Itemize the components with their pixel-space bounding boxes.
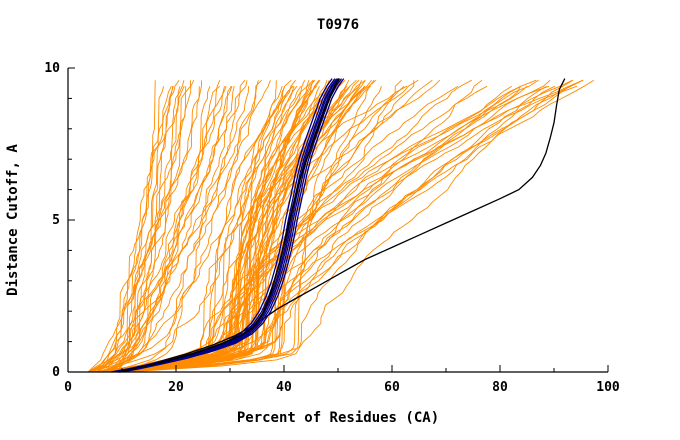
- x-tick-label: 100: [596, 380, 620, 395]
- ensemble-curve: [111, 86, 233, 373]
- ensemble-curve: [96, 79, 346, 373]
- ensemble-curve: [123, 85, 578, 373]
- ensemble-curve: [96, 85, 405, 373]
- y-tick-label: 5: [52, 213, 60, 228]
- x-tick-label: 20: [168, 380, 184, 395]
- reference-curve-bundle: [119, 78, 340, 373]
- ensemble-curve: [122, 79, 441, 373]
- ensemble-curve: [109, 79, 584, 373]
- ensemble-curve: [87, 86, 174, 373]
- ensemble-curve: [89, 80, 259, 373]
- ensemble-curve: [96, 85, 512, 373]
- ensemble-curve: [115, 79, 296, 373]
- ensemble-curve: [123, 79, 320, 373]
- ensemble-curve: [96, 79, 537, 373]
- ensemble-curve: [106, 80, 271, 373]
- curves-layer: [87, 78, 595, 373]
- reference-curve-right: [121, 78, 566, 373]
- chart-title: T0976: [317, 17, 359, 33]
- ensemble-curve: [110, 80, 248, 373]
- ensemble-curve: [102, 80, 221, 373]
- ensemble-curve: [93, 79, 595, 373]
- ensemble-curve: [92, 79, 337, 373]
- ensemble-curve: [118, 79, 343, 373]
- y-axis-label: Distance Cutoff, A: [5, 144, 21, 296]
- ensemble-curve: [114, 85, 220, 373]
- cluster-curve: [122, 78, 345, 373]
- ensemble-curve: [93, 79, 402, 373]
- ticks: [67, 67, 609, 373]
- ensemble-curve: [106, 79, 195, 373]
- ensemble-curve: [113, 85, 408, 373]
- ensemble-curve: [87, 79, 262, 373]
- x-axis-label: Percent of Residues (CA): [237, 410, 439, 426]
- ensemble-curve: [108, 86, 227, 373]
- x-tick-label: 60: [384, 380, 400, 395]
- y-tick-label: 10: [44, 61, 60, 76]
- ensemble-curve: [100, 85, 302, 373]
- ensemble-curve: [115, 85, 528, 373]
- ensemble-curve: [97, 86, 249, 373]
- ensemble-curve: [113, 85, 488, 373]
- ensemble-curve: [124, 85, 366, 373]
- ensemble-curve: [99, 86, 283, 373]
- ensemble-curve: [98, 80, 306, 373]
- ensemble-curve: [126, 85, 570, 373]
- y-tick-label: 0: [52, 365, 60, 380]
- ensemble-curve: [88, 86, 200, 373]
- ensemble-curve: [105, 79, 419, 373]
- ensemble-curve: [97, 80, 415, 373]
- x-tick-label: 80: [492, 380, 508, 395]
- ensemble-curve: [94, 79, 472, 373]
- ensemble-curve: [90, 80, 192, 373]
- ensemble-curve: [107, 80, 156, 373]
- ensemble-curve: [90, 80, 202, 373]
- x-tick-label: 0: [64, 380, 72, 395]
- ensemble-curve: [112, 85, 550, 373]
- tick-labels: 0 20 40 60 80 100 0 5 10: [44, 61, 620, 395]
- x-tick-label: 40: [276, 380, 292, 395]
- ensemble-curve: [109, 86, 235, 373]
